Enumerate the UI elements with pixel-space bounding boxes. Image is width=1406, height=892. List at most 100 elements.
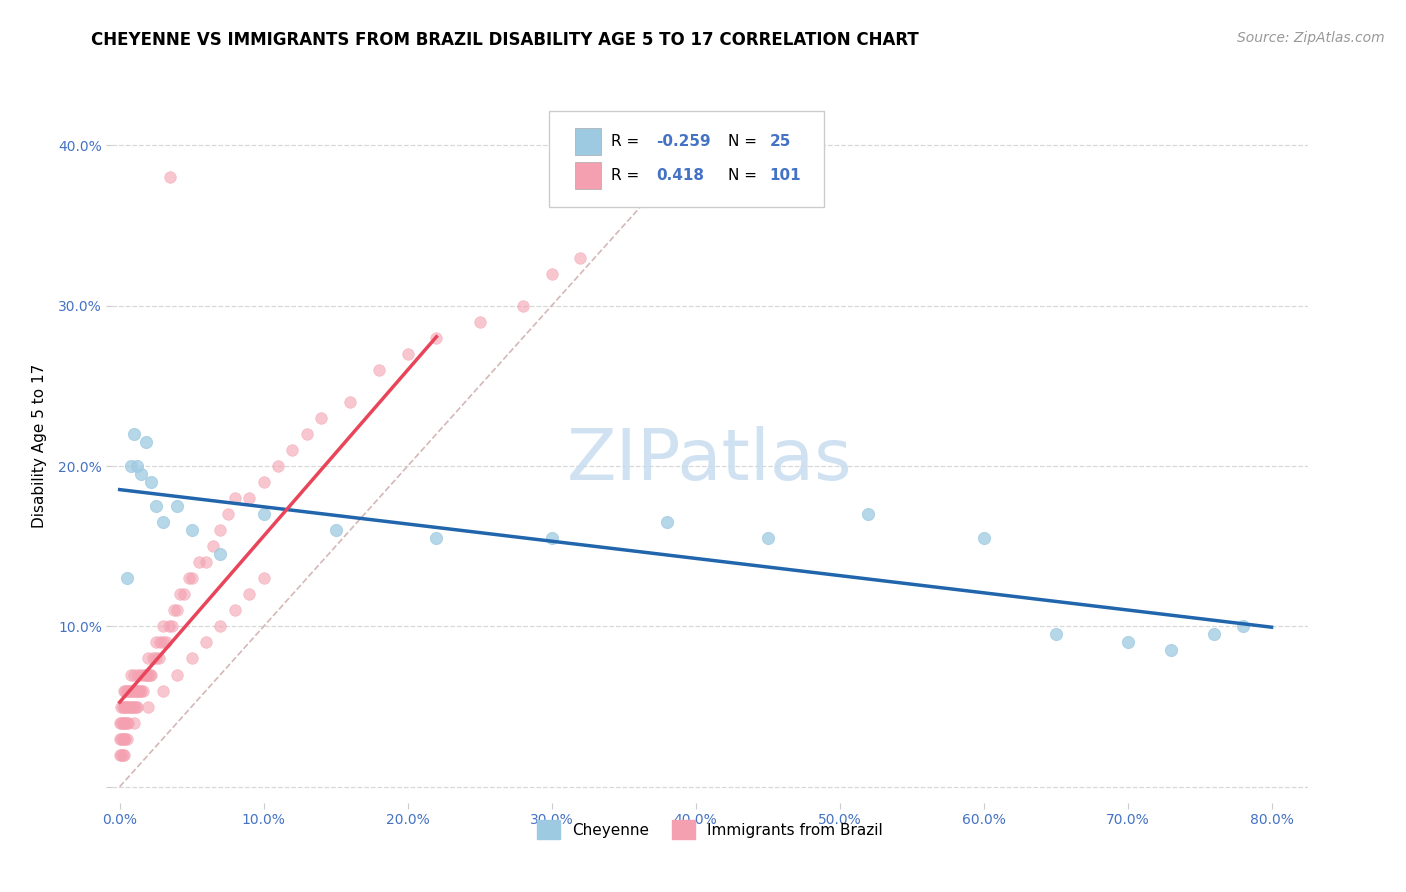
Point (163, 603, 186, 617)
Text: -0.259: -0.259 (657, 134, 711, 149)
Point (973, 531, 995, 545)
Point (118, 683, 141, 698)
Point (1232, 619, 1254, 633)
Point (209, 619, 232, 633)
Point (160, 619, 183, 633)
Point (135, 435, 157, 450)
Point (217, 507, 239, 521)
Point (125, 699, 148, 714)
Point (112, 731, 135, 746)
Point (111, 715, 134, 730)
Point (134, 667, 156, 681)
Point (111, 731, 134, 746)
Point (111, 699, 134, 714)
Point (309, 411, 332, 425)
Point (655, 515, 678, 529)
Point (540, 267, 562, 281)
Point (177, 571, 200, 585)
Point (238, 587, 260, 601)
Point (122, 667, 145, 681)
Point (202, 539, 225, 553)
Legend: Cheyenne, Immigrants from Brazil: Cheyenne, Immigrants from Brazil (531, 814, 889, 845)
Point (124, 683, 146, 698)
Text: 101: 101 (770, 168, 801, 183)
Point (180, 571, 202, 585)
Point (195, 555, 218, 569)
Point (159, 170, 181, 185)
Point (112, 747, 135, 762)
Text: R =: R = (610, 168, 644, 183)
Point (145, 635, 167, 649)
Point (396, 347, 419, 361)
Point (129, 667, 152, 681)
Point (112, 699, 135, 714)
Point (187, 555, 209, 569)
Point (141, 475, 163, 489)
Point (110, 731, 132, 746)
Point (117, 683, 139, 698)
Point (858, 507, 880, 521)
Point (127, 667, 149, 681)
Point (136, 667, 159, 681)
Point (142, 651, 165, 665)
Point (173, 587, 195, 601)
Point (120, 683, 142, 698)
Point (112, 683, 135, 698)
Point (339, 395, 361, 409)
Text: R =: R = (610, 134, 644, 149)
Point (110, 747, 132, 762)
Point (115, 715, 138, 730)
Text: 0.418: 0.418 (657, 168, 704, 183)
Point (114, 683, 136, 698)
Point (1045, 627, 1067, 641)
Point (155, 635, 177, 649)
Point (108, 715, 131, 730)
Point (540, 531, 562, 545)
Point (152, 683, 174, 698)
Point (121, 699, 143, 714)
Point (209, 523, 232, 537)
Point (267, 458, 290, 473)
Point (425, 531, 447, 545)
Point (110, 715, 132, 730)
Point (569, 251, 592, 265)
Point (253, 475, 276, 489)
Point (125, 458, 148, 473)
Point (149, 635, 172, 649)
Text: ZIPatlas: ZIPatlas (567, 425, 853, 495)
Point (169, 587, 191, 601)
Point (122, 683, 145, 698)
Point (115, 571, 138, 585)
Point (115, 731, 138, 746)
Point (145, 651, 167, 665)
Point (135, 667, 157, 681)
Point (224, 603, 246, 617)
Point (120, 458, 142, 473)
FancyBboxPatch shape (575, 162, 602, 189)
Point (115, 683, 138, 698)
Point (180, 523, 202, 537)
Text: N =: N = (728, 168, 762, 183)
Point (118, 699, 141, 714)
Point (295, 427, 318, 442)
Point (114, 731, 136, 746)
Point (166, 499, 188, 513)
Point (138, 667, 160, 681)
Point (138, 699, 160, 714)
Point (112, 715, 135, 730)
Point (468, 315, 491, 329)
FancyBboxPatch shape (575, 128, 602, 155)
Point (114, 699, 136, 714)
Point (128, 683, 150, 698)
Point (111, 747, 134, 762)
Text: N =: N = (728, 134, 762, 149)
Point (152, 515, 174, 529)
Point (138, 651, 160, 665)
Point (166, 603, 188, 617)
Point (253, 507, 276, 521)
Point (157, 619, 180, 633)
Point (180, 651, 202, 665)
Point (125, 683, 148, 698)
Point (127, 683, 149, 698)
Point (512, 299, 534, 313)
